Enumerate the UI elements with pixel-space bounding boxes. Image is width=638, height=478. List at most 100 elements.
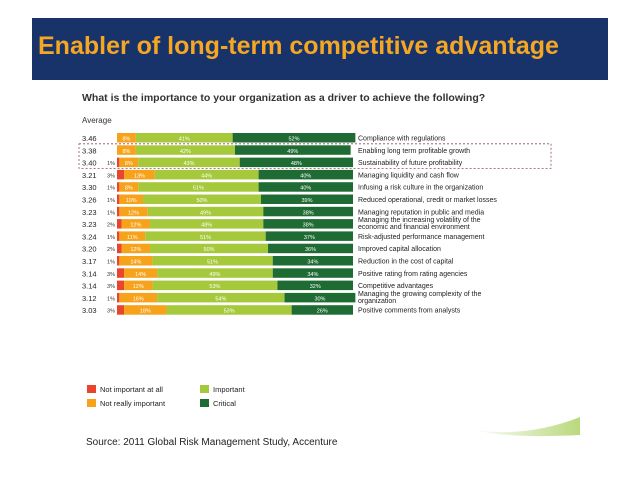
data-label: 10% bbox=[126, 198, 137, 204]
bar-segment bbox=[152, 280, 278, 291]
data-label: 2% bbox=[107, 247, 115, 253]
data-label: 36% bbox=[305, 247, 316, 253]
category-label: Reduced operational, credit or market lo… bbox=[358, 197, 497, 204]
bar-segment bbox=[119, 182, 139, 192]
highlight-box bbox=[78, 143, 552, 169]
chart-title: What is the importance to your organizat… bbox=[82, 92, 485, 104]
data-label: 14% bbox=[130, 260, 141, 266]
bar-segment bbox=[117, 219, 122, 229]
legend-swatch bbox=[87, 385, 96, 393]
bar-segment bbox=[150, 243, 269, 254]
bar-segment bbox=[124, 305, 167, 315]
category-label: Improved capital allocation bbox=[358, 246, 441, 253]
legend-swatch bbox=[200, 385, 209, 393]
average-value: 3.46 bbox=[82, 134, 97, 143]
data-label: 54% bbox=[215, 296, 226, 302]
data-label: 8% bbox=[125, 161, 133, 167]
bar-segment bbox=[124, 169, 155, 180]
bar-segment bbox=[157, 292, 285, 303]
data-label: 34% bbox=[307, 260, 318, 266]
legend-label: Important bbox=[213, 385, 246, 394]
category-label: Risk-adjusted performance management bbox=[358, 234, 485, 241]
data-label: 8% bbox=[122, 137, 130, 143]
category-label: Managing liquidity and cash flow bbox=[358, 172, 460, 179]
category-label: Compliance with regulations bbox=[358, 136, 446, 143]
data-label: 44% bbox=[201, 173, 212, 179]
data-label: 38% bbox=[303, 223, 314, 229]
data-label: 43% bbox=[183, 161, 194, 167]
average-value: 3.23 bbox=[82, 208, 97, 217]
bar-segment bbox=[239, 157, 353, 168]
data-label: 12% bbox=[130, 223, 141, 229]
data-label: 1% bbox=[107, 161, 115, 167]
data-label: 30% bbox=[314, 296, 325, 302]
data-label: 41% bbox=[179, 137, 190, 143]
bar-segment bbox=[260, 194, 353, 204]
bar-segment bbox=[117, 157, 120, 168]
legend-swatch bbox=[87, 399, 96, 407]
average-value: 3.40 bbox=[82, 159, 97, 168]
average-value: 3.30 bbox=[82, 183, 97, 192]
slide-title: Enabler of long-term competitive advanta… bbox=[38, 32, 559, 60]
bar-segment bbox=[119, 292, 158, 303]
legend-swatch bbox=[200, 399, 209, 407]
data-label: 12% bbox=[130, 247, 141, 253]
average-value: 3.14 bbox=[82, 269, 97, 278]
bar-segment bbox=[117, 292, 120, 303]
average-value: 3.17 bbox=[82, 257, 97, 266]
decorative-swoosh bbox=[470, 417, 580, 437]
bar-segment bbox=[235, 145, 351, 155]
category-label: economic and financial environment bbox=[358, 224, 470, 231]
data-label: 12% bbox=[128, 210, 139, 216]
average-value: 3.20 bbox=[82, 245, 97, 254]
data-label: 34% bbox=[307, 272, 318, 278]
bar-segment bbox=[166, 305, 292, 315]
bar-segment bbox=[138, 182, 259, 192]
category-label: Reduction in the cost of capital bbox=[358, 259, 454, 266]
bar-segment bbox=[291, 305, 353, 315]
category-label: Enabling long term profitable growth bbox=[358, 148, 470, 155]
data-label: 42% bbox=[180, 149, 191, 155]
bar-segment bbox=[135, 145, 235, 155]
data-label: 53% bbox=[224, 309, 235, 315]
data-label: 11% bbox=[127, 235, 138, 241]
bar-segment bbox=[119, 157, 139, 168]
bar-segment bbox=[268, 243, 353, 254]
data-label: 18% bbox=[140, 309, 151, 315]
data-label: 40% bbox=[300, 186, 311, 192]
average-value: 3.24 bbox=[82, 232, 97, 241]
bar-segment bbox=[272, 268, 353, 278]
bar-segment bbox=[232, 133, 356, 143]
data-label: 3% bbox=[107, 173, 115, 179]
data-label: 1% bbox=[107, 296, 115, 302]
bar-segment bbox=[263, 219, 353, 229]
bar-segment bbox=[154, 169, 259, 180]
data-label: 39% bbox=[301, 198, 312, 204]
bar-segment bbox=[119, 231, 146, 241]
bar-segment bbox=[117, 145, 136, 155]
bar-segment bbox=[117, 194, 120, 204]
data-label: 2% bbox=[107, 223, 115, 229]
bar-segment bbox=[117, 182, 120, 192]
data-label: 26% bbox=[317, 309, 328, 315]
bar-segment bbox=[277, 280, 353, 291]
bar-segment bbox=[119, 256, 153, 266]
legend-label: Not important at all bbox=[100, 385, 163, 394]
data-label: 48% bbox=[201, 223, 212, 229]
data-label: 37% bbox=[304, 235, 315, 241]
bar-segment bbox=[263, 206, 353, 217]
legend-label: Not really important bbox=[100, 399, 166, 408]
average-value: 3.14 bbox=[82, 282, 97, 291]
bar-segment bbox=[147, 206, 264, 217]
bar-segment bbox=[121, 243, 151, 254]
category-label: Positive rating from rating agencies bbox=[358, 271, 468, 278]
bar-segment bbox=[124, 280, 153, 291]
data-label: 51% bbox=[200, 235, 211, 241]
bar-segment bbox=[117, 243, 122, 254]
data-label: 50% bbox=[196, 198, 207, 204]
bar-segment bbox=[124, 268, 158, 278]
data-label: 3% bbox=[107, 272, 115, 278]
data-label: 50% bbox=[204, 247, 215, 253]
category-label: organization bbox=[358, 298, 396, 305]
